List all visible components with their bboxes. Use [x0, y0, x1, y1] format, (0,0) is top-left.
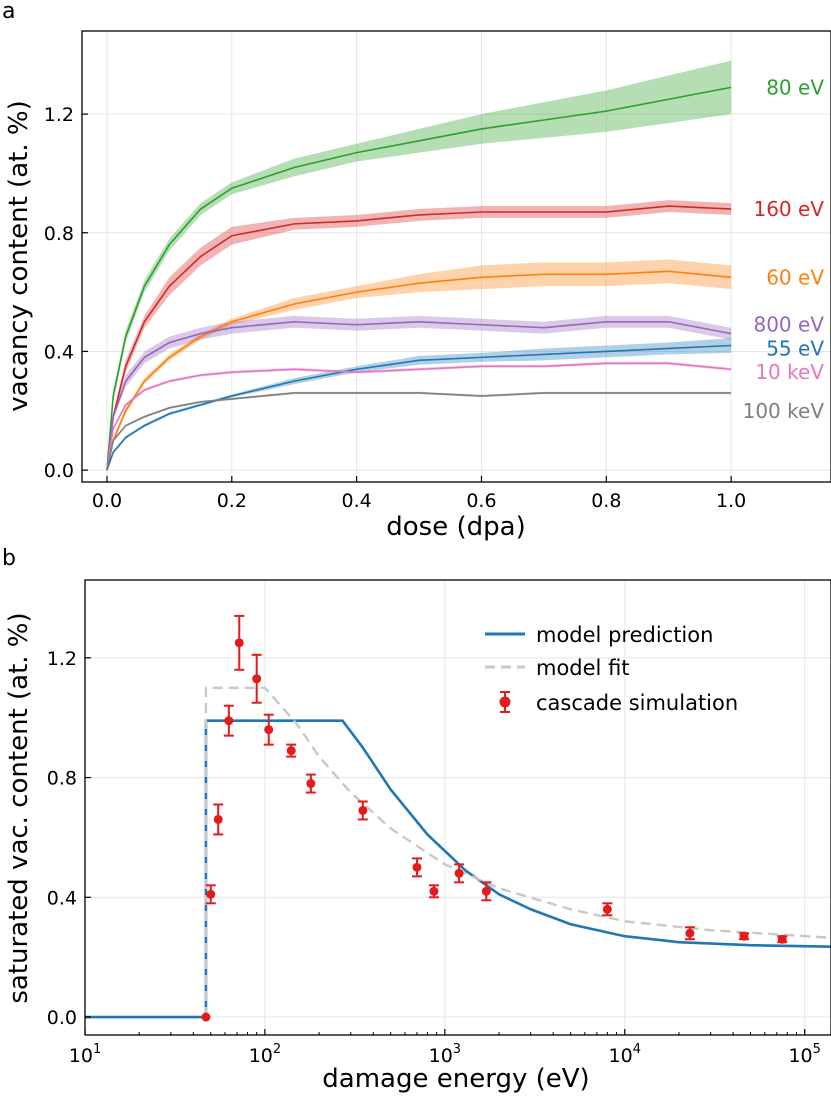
- series-line-10-kev: [106, 362, 732, 471]
- panel-a-xtick-label: 0.4: [342, 490, 372, 512]
- panel-a-xtick-label: 1.0: [716, 490, 746, 512]
- panel-b-xtick-base: 10: [249, 1045, 273, 1067]
- panel-a-ticks: 0.0 0.2 0.4 0.6 0.8 1.0 0.0 0.4 0.8 1.2: [44, 104, 746, 512]
- series-label-55-ev: 55 eV: [766, 336, 824, 360]
- panel-b-xtick-exponent: 2: [273, 1042, 281, 1057]
- panel-a-frame: [81, 30, 831, 483]
- panel-b-ytick-label: 0.4: [47, 887, 77, 909]
- band-10-kev: [106, 361, 732, 471]
- series-label-60-ev: 60 eV: [766, 265, 824, 289]
- point-cascade-simulation: [286, 746, 296, 756]
- series-line-55-ev: [106, 344, 732, 471]
- panel-a-xtick-label: 0.8: [591, 490, 621, 512]
- panel-b-xtick-label: 103: [429, 1042, 461, 1067]
- panel-b-xtick-label: 102: [249, 1042, 281, 1067]
- point-cascade-simulation: [429, 886, 439, 896]
- series-line-model-fit: [204, 686, 831, 1018]
- panel-a-lines: [106, 86, 732, 471]
- point-cascade-simulation: [201, 1012, 211, 1022]
- series-label-160-ev: 160 eV: [753, 197, 824, 221]
- panel-a-xtick-label: 0.0: [92, 490, 122, 512]
- panel-a-ytick-label: 0.4: [44, 341, 74, 363]
- series-label-10-kev: 10 keV: [755, 360, 824, 384]
- series-label-80-ev: 80 eV: [766, 75, 824, 99]
- series-line-60-ev: [106, 270, 732, 471]
- panel-b-ytick-label: 1.2: [47, 648, 77, 670]
- panel-a-xtick-label: 0.2: [217, 490, 247, 512]
- legend-cascade-simulation-label: cascade simulation: [536, 691, 738, 715]
- panel-b-xtick-exponent: 5: [813, 1042, 821, 1057]
- point-cascade-simulation: [252, 674, 262, 684]
- point-cascade-simulation: [412, 862, 422, 872]
- series-line-model-prediction: [85, 719, 831, 1019]
- legend-model-prediction-label: model prediction: [536, 623, 713, 647]
- point-cascade-simulation: [481, 886, 491, 896]
- panel-a-ytick-label: 1.2: [44, 104, 74, 126]
- point-cascade-simulation: [306, 779, 316, 789]
- panel-b-xtick-label: 105: [788, 1042, 820, 1067]
- panel-a-ytick-label: 0.8: [44, 223, 74, 245]
- point-cascade-simulation: [264, 725, 274, 735]
- panel-b-grid: [84, 580, 831, 1035]
- point-cascade-simulation: [602, 904, 612, 914]
- panel-b-points: [201, 614, 788, 1022]
- panel-b-xtick-label: 104: [609, 1042, 641, 1067]
- series-line-800-ev: [106, 320, 732, 471]
- series-line-80-ev: [106, 86, 732, 471]
- band-55-ev: [106, 338, 732, 471]
- panel-a-xlabel: dose (dpa): [386, 512, 525, 542]
- point-cascade-simulation: [358, 805, 368, 815]
- panel-a-grid: [82, 31, 831, 482]
- point-cascade-simulation: [685, 928, 695, 938]
- panel-b-xtick-base: 10: [609, 1045, 633, 1067]
- panel-b-legend: model prediction model fit cascade simul…: [485, 623, 738, 715]
- series-line-160-ev: [106, 205, 732, 471]
- point-cascade-simulation: [213, 814, 223, 824]
- panel-b-xlabel: damage energy (eV): [322, 1064, 589, 1094]
- series-label-800-ev: 800 eV: [753, 313, 824, 337]
- panel-b-label: b: [2, 546, 16, 571]
- panel-b-xtick-label: 101: [69, 1042, 101, 1067]
- panel-b-frame: [84, 579, 831, 1036]
- panel-b-xtick-exponent: 1: [93, 1042, 101, 1057]
- legend-model-fit-label: model fit: [536, 656, 630, 680]
- panel-a-xtick-label: 0.6: [466, 490, 496, 512]
- panel-b-ytick-label: 0.8: [47, 768, 77, 790]
- series-label-100-kev: 100 keV: [743, 399, 825, 423]
- point-cascade-simulation: [224, 716, 234, 726]
- band-80-ev: [106, 60, 732, 471]
- panel-b-xtick-base: 10: [788, 1045, 812, 1067]
- point-cascade-simulation: [234, 638, 244, 648]
- panel-b-ytick-label: 0.0: [47, 1007, 77, 1029]
- panel-a-ytick-label: 0.0: [44, 460, 74, 482]
- panel-b-ylabel: saturated vac. content (at. %): [4, 612, 34, 1003]
- panel-b-xtick-exponent: 4: [633, 1042, 641, 1057]
- point-cascade-simulation: [454, 868, 464, 878]
- panel-b-lines: [85, 686, 831, 1019]
- panel-a-label: a: [2, 0, 15, 24]
- panel-a-bands: [106, 60, 732, 471]
- panel-b-xtick-base: 10: [69, 1045, 93, 1067]
- point-cascade-simulation: [777, 934, 787, 944]
- legend-cascade-simulation-marker: [499, 696, 511, 708]
- point-cascade-simulation: [206, 889, 216, 899]
- panel-b-xtick-base: 10: [429, 1045, 453, 1067]
- panel-b-xtick-exponent: 3: [453, 1042, 461, 1057]
- series-line-100-kev: [106, 392, 732, 471]
- panel-a-ylabel: vacancy content (at. %): [4, 100, 34, 411]
- point-cascade-simulation: [739, 931, 749, 941]
